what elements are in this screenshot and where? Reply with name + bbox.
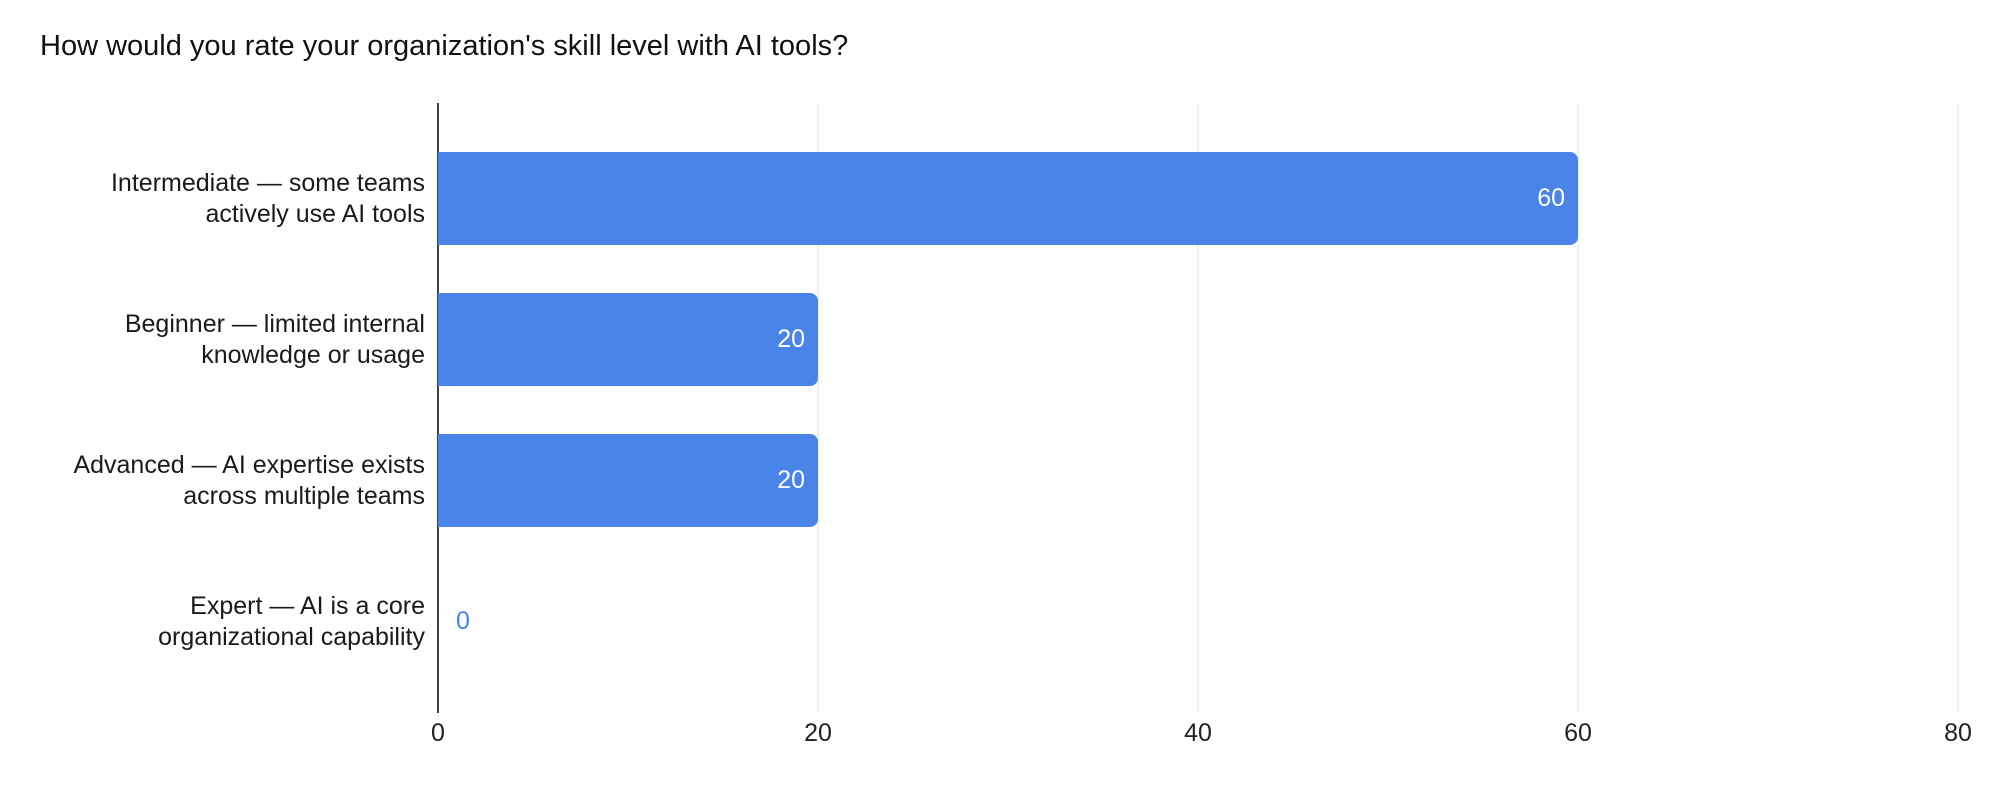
gridline (817, 103, 819, 713)
category-label: Advanced — AI expertise exists across mu… (73, 450, 425, 510)
x-tick-label: 0 (431, 719, 445, 747)
x-tick-label: 80 (1944, 719, 1972, 747)
gridline (1957, 103, 1959, 713)
bar-value-label: 60 (1537, 184, 1565, 212)
bar-rows: 60 20 20 0 (438, 128, 1958, 692)
chart-title: How would you rate your organization's s… (40, 30, 849, 62)
x-tick-label: 20 (804, 719, 832, 747)
x-tick-label: 60 (1564, 719, 1592, 747)
category-label: Intermediate — some teams actively use A… (110, 168, 425, 228)
bar[interactable]: 20 (438, 293, 818, 386)
x-axis-ticks: 0 20 40 60 80 (431, 718, 1972, 754)
gridline (1197, 103, 1199, 713)
y-axis-line (437, 103, 439, 713)
bar[interactable]: 20 (438, 434, 818, 527)
bar[interactable]: 60 (438, 152, 1578, 245)
bar-value-label: 20 (777, 466, 805, 494)
category-labels: Intermediate — some teams actively use A… (30, 128, 425, 692)
category-label: Beginner — limited internal knowledge or… (124, 309, 425, 369)
bar-value-label: 20 (777, 325, 805, 353)
x-tick-label: 40 (1184, 719, 1212, 747)
bar-row: 20 (438, 410, 1958, 551)
gridline (1577, 103, 1579, 713)
bar-row: 20 (438, 269, 1958, 410)
plot-area: 60 20 20 0 (437, 103, 1959, 713)
category-label: Expert — AI is a core organizational cap… (158, 591, 425, 651)
bar-row: 60 (438, 128, 1958, 269)
zero-value-label: 0 (456, 607, 470, 635)
bar-row: 0 (438, 551, 1958, 692)
